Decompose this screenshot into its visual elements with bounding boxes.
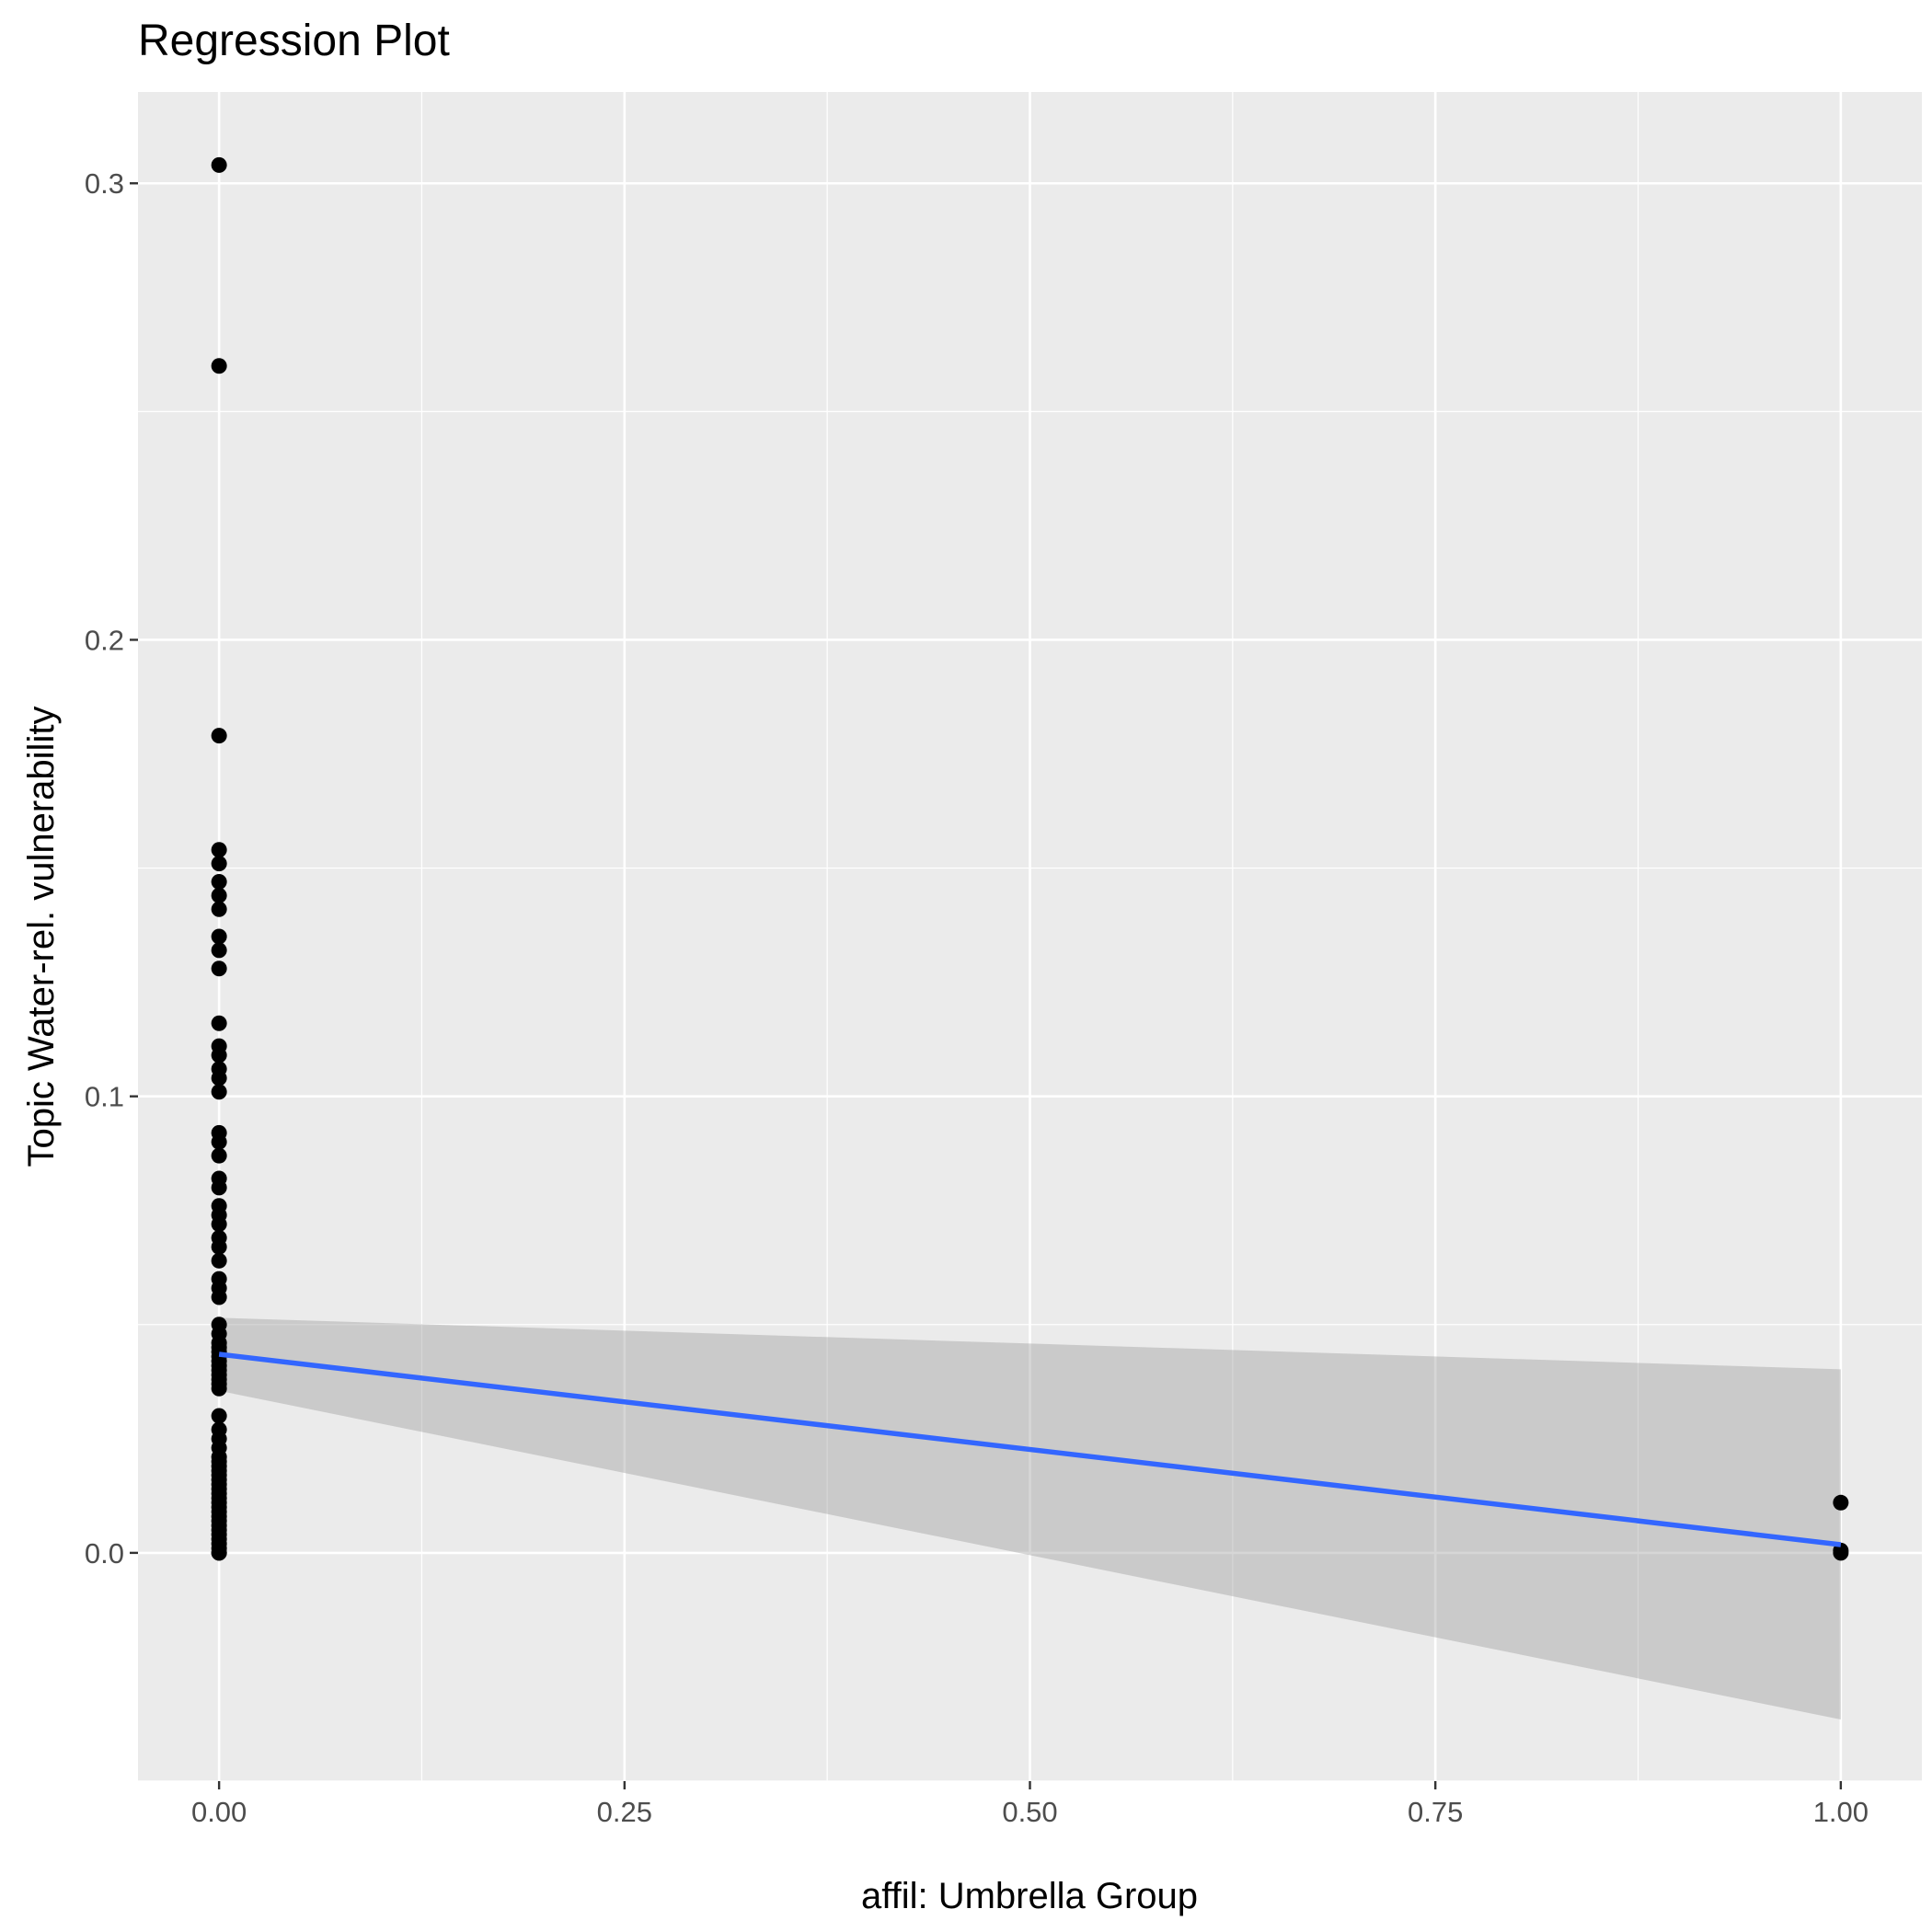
x-tick-label: 0.50	[1002, 1796, 1057, 1828]
y-axis: 0.0 0.1 0.2 0.3	[85, 167, 138, 1570]
x-axis: 0.00 0.25 0.50 0.75 1.00	[191, 1781, 1869, 1828]
data-point	[211, 1476, 227, 1492]
data-point	[211, 1216, 227, 1233]
x-axis-title: affil: Umbrella Group	[861, 1876, 1198, 1916]
data-point	[211, 1408, 227, 1424]
regression-line	[218, 1351, 1842, 1547]
data-point	[211, 1015, 227, 1031]
data-point	[211, 1289, 227, 1305]
data-point	[211, 1147, 227, 1164]
confidence-band	[219, 1317, 1841, 1720]
data-point	[211, 156, 227, 173]
data-point	[211, 1179, 227, 1196]
data-point	[211, 928, 227, 945]
data-point	[211, 1545, 227, 1561]
y-tick-label: 0.0	[85, 1537, 124, 1570]
y-axis-title: Topic Water-rel. vulnerability	[21, 707, 62, 1167]
confidence-band-layer	[219, 1317, 1841, 1720]
chart-title: Regression Plot	[138, 17, 450, 65]
data-point	[211, 960, 227, 977]
data-point	[1833, 1494, 1849, 1511]
y-tick-label: 0.3	[85, 167, 124, 200]
data-point	[211, 856, 227, 872]
data-points	[211, 156, 1849, 1561]
regression-line-layer	[218, 1351, 1842, 1547]
data-point	[1833, 1545, 1849, 1561]
data-point	[211, 1531, 227, 1547]
data-point	[211, 358, 227, 374]
data-point	[211, 1084, 227, 1100]
y-tick-label: 0.1	[85, 1081, 124, 1113]
data-point	[211, 1238, 227, 1255]
x-tick-label: 1.00	[1813, 1796, 1869, 1828]
data-point	[211, 1252, 227, 1269]
data-point	[211, 1047, 227, 1064]
data-point	[211, 887, 227, 903]
data-point	[211, 1512, 227, 1529]
x-tick-label: 0.00	[191, 1796, 247, 1828]
data-point	[211, 901, 227, 917]
data-point	[211, 842, 227, 858]
data-point	[211, 1133, 227, 1150]
data-point	[211, 728, 227, 744]
y-tick-label: 0.2	[85, 624, 124, 656]
data-point	[211, 873, 227, 890]
data-point	[211, 1380, 227, 1397]
data-point	[211, 1070, 227, 1087]
data-point	[211, 942, 227, 959]
x-tick-label: 0.25	[597, 1796, 652, 1828]
x-tick-label: 0.75	[1408, 1796, 1463, 1828]
